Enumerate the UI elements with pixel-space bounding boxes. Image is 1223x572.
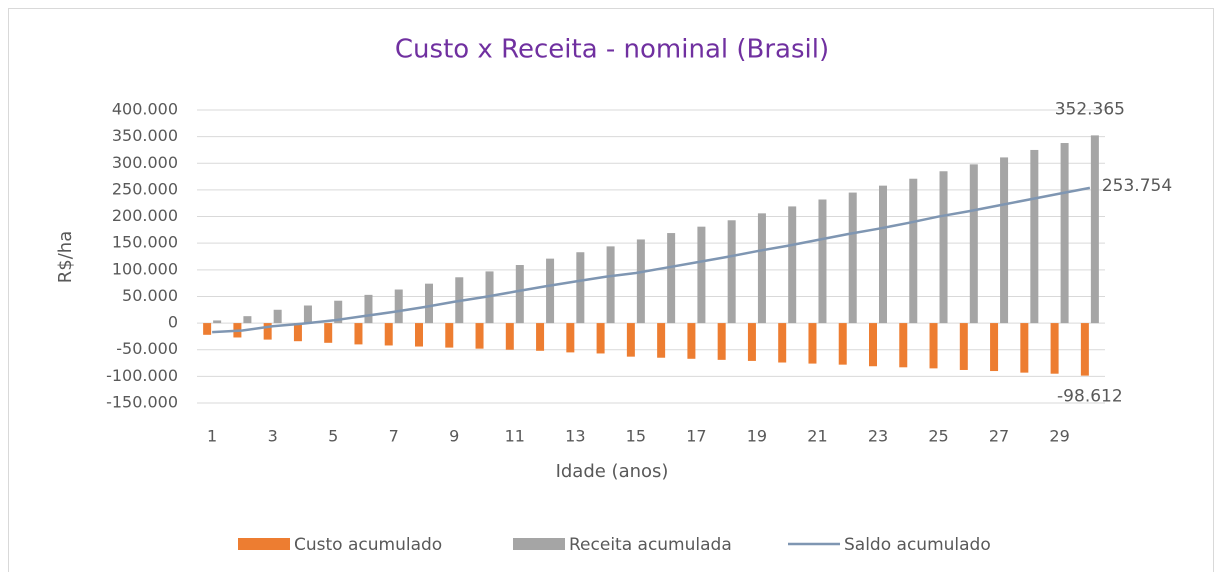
- bar: [818, 199, 827, 324]
- bar: [687, 323, 696, 359]
- line: [212, 186, 1091, 334]
- y-tick-label: 350.000: [112, 126, 178, 145]
- bar: [636, 239, 645, 324]
- y-tick-label: -100.000: [106, 366, 178, 385]
- x-tick-label: 21: [807, 427, 827, 446]
- bar: [939, 171, 948, 324]
- bar: [536, 323, 545, 351]
- bar: [1000, 157, 1009, 324]
- y-tick-label: 100.000: [112, 259, 178, 278]
- x-tick-label: 5: [328, 427, 338, 446]
- y-tick-label: 250.000: [112, 179, 178, 198]
- bar: [788, 206, 797, 324]
- bar: [606, 246, 615, 324]
- bar: [213, 320, 222, 324]
- bar: [990, 323, 999, 372]
- bar: [909, 178, 918, 324]
- bar: [879, 185, 887, 324]
- x-axis-label: Idade (anos): [556, 461, 669, 482]
- bar: [717, 323, 726, 360]
- bar: [1030, 149, 1039, 324]
- bar: [566, 323, 575, 353]
- bar: [384, 323, 393, 346]
- x-tick-label: 19: [747, 427, 767, 446]
- y-tick-label: -50.000: [116, 339, 178, 358]
- bar: [667, 233, 676, 324]
- y-tick-label: 50.000: [122, 286, 178, 305]
- x-tick-label: 9: [449, 427, 459, 446]
- bar: [838, 323, 847, 365]
- bar: [808, 323, 817, 364]
- bar: [929, 323, 938, 369]
- bar: [505, 323, 514, 350]
- bar: [364, 294, 373, 324]
- chart-title: Custo x Receita - nominal (Brasil): [395, 35, 829, 65]
- data-label: -98.612: [1057, 387, 1123, 407]
- y-tick-label: 200.000: [112, 206, 178, 225]
- legend-swatch: [513, 538, 565, 550]
- bar: [445, 323, 454, 348]
- bar: [757, 213, 766, 324]
- bar: [1050, 323, 1059, 374]
- data-label: 253.754: [1102, 176, 1172, 196]
- legend-swatch: [238, 538, 290, 550]
- x-tick-label: 17: [686, 427, 706, 446]
- legend-label: Custo acumulado: [294, 535, 442, 555]
- bar: [869, 323, 877, 367]
- bar: [243, 316, 252, 324]
- bar: [959, 323, 968, 370]
- x-tick-label: 13: [565, 427, 585, 446]
- bar: [727, 220, 736, 324]
- bar: [697, 226, 706, 324]
- bar: [1080, 323, 1089, 376]
- bar: [576, 252, 585, 324]
- x-tick-label: 27: [989, 427, 1009, 446]
- bar: [778, 323, 787, 363]
- bar: [293, 323, 302, 342]
- y-tick-label: 150.000: [112, 233, 178, 252]
- bar: [263, 323, 272, 340]
- bar: [415, 323, 423, 347]
- bar: [324, 323, 333, 343]
- y-tick-label: 0: [168, 313, 178, 332]
- x-tick-label: 7: [389, 427, 399, 446]
- bar: [1090, 135, 1099, 324]
- bar: [425, 283, 433, 324]
- bar: [203, 323, 212, 335]
- bar: [1060, 143, 1069, 324]
- bar: [1020, 323, 1029, 373]
- x-tick-label: 25: [928, 427, 948, 446]
- bar: [899, 323, 908, 368]
- y-tick-label: 300.000: [112, 153, 178, 172]
- bar: [354, 323, 363, 345]
- bar: [334, 300, 343, 324]
- y-axis-label: R$/ha: [55, 231, 76, 283]
- legend-label: Saldo acumulado: [844, 535, 991, 555]
- data-label: 352.365: [1055, 99, 1125, 119]
- x-tick-label: 23: [868, 427, 888, 446]
- x-tick-label: 29: [1049, 427, 1069, 446]
- bar: [394, 289, 403, 324]
- bar: [273, 309, 282, 324]
- y-tick-label: -150.000: [106, 393, 178, 412]
- bar: [475, 323, 484, 349]
- bar: [848, 192, 857, 324]
- bar: [303, 305, 312, 324]
- bar: [657, 323, 666, 358]
- bar: [969, 164, 978, 324]
- bar: [596, 323, 605, 354]
- y-tick-label: 400.000: [112, 100, 178, 119]
- x-tick-label: 15: [626, 427, 646, 446]
- x-tick-label: 3: [268, 427, 278, 446]
- legend-label: Receita acumulada: [569, 535, 732, 555]
- bar: [747, 323, 756, 361]
- x-tick-label: 11: [505, 427, 525, 446]
- bar: [515, 265, 524, 324]
- bar: [546, 258, 555, 324]
- x-tick-label: 1: [207, 427, 217, 446]
- bar: [626, 323, 635, 357]
